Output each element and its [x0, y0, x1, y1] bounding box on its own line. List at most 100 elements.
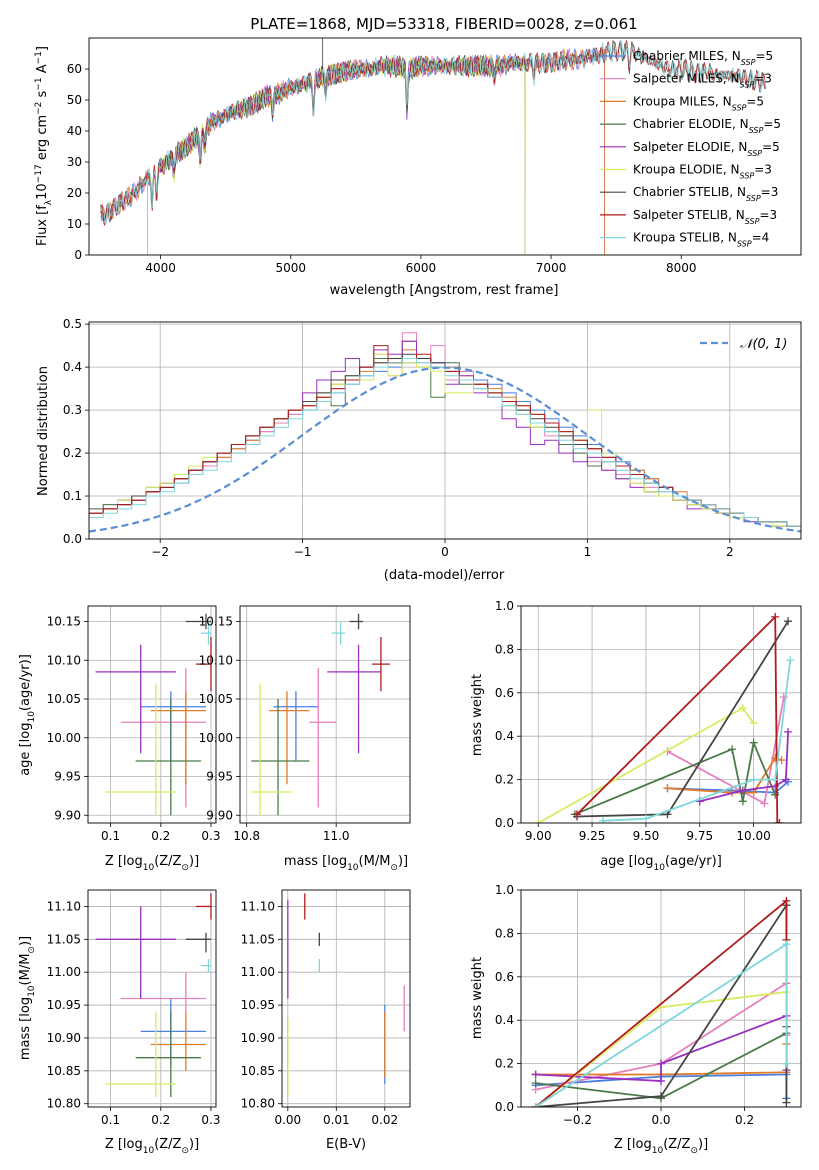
y-tick-label: 0.2: [495, 1057, 514, 1071]
y-tick-label: 9.90: [206, 808, 233, 822]
y-tick-label: 0.0: [495, 1100, 514, 1114]
y-tick-label: 10.90: [47, 1031, 81, 1045]
spectrum-line-kroupa_stelib: [100, 39, 766, 226]
y-tick-label: 0.2: [63, 446, 82, 460]
axes-frame: [520, 889, 802, 1108]
y-tick-label: 10.05: [199, 692, 233, 706]
spectrum-y-axis-label-text: Flux [fλ​10−17​ erg cm−2​ s−1​ A−1​]: [34, 46, 54, 246]
mass-vs-z-x-label-text: Z [log10​(Z/Z⊙​)]: [105, 1137, 199, 1156]
y-tick-label: 0.1: [63, 489, 82, 503]
y-tick-label: 0.4: [495, 729, 514, 743]
x-tick-label: 7000: [536, 261, 567, 275]
weight-marker-kroupa_stelib: [782, 940, 791, 949]
y-tick-label: 0.3: [63, 403, 82, 417]
weight-vs-age-x-label-text: age [log10​(age/yr)]: [600, 854, 722, 873]
y-tick-label: 20: [67, 186, 82, 200]
x-tick-label: 0.0: [651, 1113, 670, 1127]
y-tick-label: 40: [67, 124, 82, 138]
x-tick-label: 9.25: [579, 829, 606, 843]
mass-vs-ebv-panel: E(B-V) 0.00 0.01 0.02 10.80 10.85 10.90 10.95 1…: [241, 889, 411, 1152]
age-vs-z-y-label-text: age [log10​(age/yr)]: [18, 654, 37, 776]
x-tick-label: 0.2: [151, 829, 170, 843]
y-tick-label: 0.4: [63, 360, 82, 374]
x-tick-label: 0.2: [735, 1113, 754, 1127]
y-tick-label: 0.8: [495, 642, 514, 656]
weight-vs-z-x-label-text: Z [log10​(Z/Z⊙​)]: [614, 1137, 708, 1156]
y-tick-label: 1.0: [495, 883, 514, 897]
spectrum-legend: Chabrier MILES, NSSP=5 Salpeter MILES, NS…: [600, 49, 781, 248]
x-tick-label: 1: [584, 545, 592, 559]
y-tick-label: 10.15: [199, 615, 233, 629]
x-tick-label: 9.75: [686, 829, 713, 843]
age-vs-z-x-axis-label: Z [log10​(Z/Z⊙​)]: [105, 854, 199, 873]
legend-label-normal: 𝒩(0, 1): [740, 337, 787, 352]
x-tick-label: 10.8: [233, 829, 260, 843]
weight-marker-kroupa_elodie: [738, 703, 747, 712]
y-tick-label: 30: [67, 155, 82, 169]
weight-marker-kroupa_elodie: [534, 819, 543, 823]
spectrum-x-axis-label: wavelength [Angstrom, rest frame]: [330, 283, 559, 298]
x-tick-label: 10.00: [736, 829, 770, 843]
weight-marker-chabrier_stelib: [657, 1092, 665, 1101]
x-tick-label: 4000: [145, 261, 176, 275]
y-tick-label: 0.8: [495, 926, 514, 940]
y-tick-label: 9.90: [54, 808, 81, 822]
weight-marker-kroupa_miles: [777, 756, 786, 765]
weight-marker-salpeter_stelib: [771, 612, 780, 621]
spectrum-y-axis-label: Flux [fλ​10−17​ erg cm−2​ s−1​ A−1​]: [34, 46, 54, 246]
y-tick-label: 9.95: [206, 770, 233, 784]
y-tick-label: 9.95: [54, 770, 81, 784]
weight-marker-chabrier_elodie: [749, 738, 758, 747]
mass-vs-z-y-label-text: mass [log10​(M/M⊙​)]: [18, 936, 37, 1060]
weight-marker-chabrier_stelib: [782, 1098, 791, 1107]
residual-legend: 𝒩(0, 1): [700, 337, 787, 352]
x-tick-label: 5000: [275, 261, 306, 275]
y-tick-label: 60: [67, 62, 82, 76]
weight-marker-kroupa_stelib: [531, 1103, 540, 1107]
y-tick-label: 0: [74, 248, 82, 262]
weight-vs-z-panel: Z [log10​(Z/Z⊙​)] mass weight −0.2 0.0 0.2…: [470, 883, 802, 1156]
axes-frame: [88, 37, 802, 256]
weight-marker-salpeter_elodie: [781, 775, 790, 784]
weight-marker-kroupa_stelib: [749, 775, 758, 784]
y-tick-label: 10.95: [241, 998, 275, 1012]
weight-marker-salpeter_elodie: [657, 1059, 665, 1068]
spectrum-panel: PLATE=1868, MJD=53318, FIBERID=0028, z=0…: [34, 15, 802, 298]
axes-frame: [87, 605, 217, 824]
x-tick-label: −1: [294, 545, 312, 559]
axes-frame: [520, 605, 802, 824]
weight-vs-age-panel: age [log10​(age/yr)] mass weight 9.00 9.2…: [470, 599, 802, 873]
legend-label: Salpeter STELIB, NSSP=3: [633, 208, 777, 226]
weight-marker-salpeter_elodie: [531, 1070, 540, 1079]
weight-marker-chabrier_elodie: [738, 797, 747, 806]
weight-marker-kroupa_stelib: [598, 816, 607, 823]
x-tick-label: 0.1: [101, 1113, 120, 1127]
y-tick-label: 0.4: [495, 1013, 514, 1027]
normal-curve: [89, 366, 801, 533]
y-tick-label: 0.6: [495, 686, 514, 700]
weight-line-salpeter_stelib: [576, 614, 780, 823]
weight-marker-salpeter_stelib: [573, 810, 581, 819]
age-vs-z-panel: Z [log10​(Z/Z⊙​)] age [log10​(age/yr)] 0…: [18, 605, 221, 873]
weight-marker-kroupa_stelib: [782, 1059, 791, 1068]
y-tick-label: 10: [67, 217, 82, 231]
y-tick-label: 0.0: [495, 816, 514, 830]
residual-x-axis-label: (data-model)/error: [384, 568, 505, 583]
y-tick-label: 10.10: [47, 653, 81, 667]
y-tick-label: 11.00: [47, 965, 81, 979]
histogram-kroupa_elodie: [89, 353, 801, 531]
x-tick-label: 0: [441, 545, 449, 559]
y-tick-label: 10.85: [47, 1064, 81, 1078]
mass-vs-ebv-x-axis-label: E(B-V): [326, 1137, 366, 1152]
x-tick-label: 0.01: [323, 1113, 350, 1127]
weight-marker-salpeter_elodie: [657, 1076, 665, 1085]
residual-y-axis-label: Normed distribution: [36, 366, 51, 496]
y-tick-label: 10.90: [241, 1031, 275, 1045]
y-tick-label: 0.5: [63, 317, 82, 331]
y-tick-label: 10.15: [47, 615, 81, 629]
age-vs-mass-x-axis-label: mass [log10​(M/M⊙​)]: [284, 854, 408, 873]
weight-marker-chabrier_stelib: [784, 617, 793, 626]
y-tick-label: 50: [67, 93, 82, 107]
residual-histogram-panel: (data-model)/error Normed distribution −…: [36, 317, 802, 583]
